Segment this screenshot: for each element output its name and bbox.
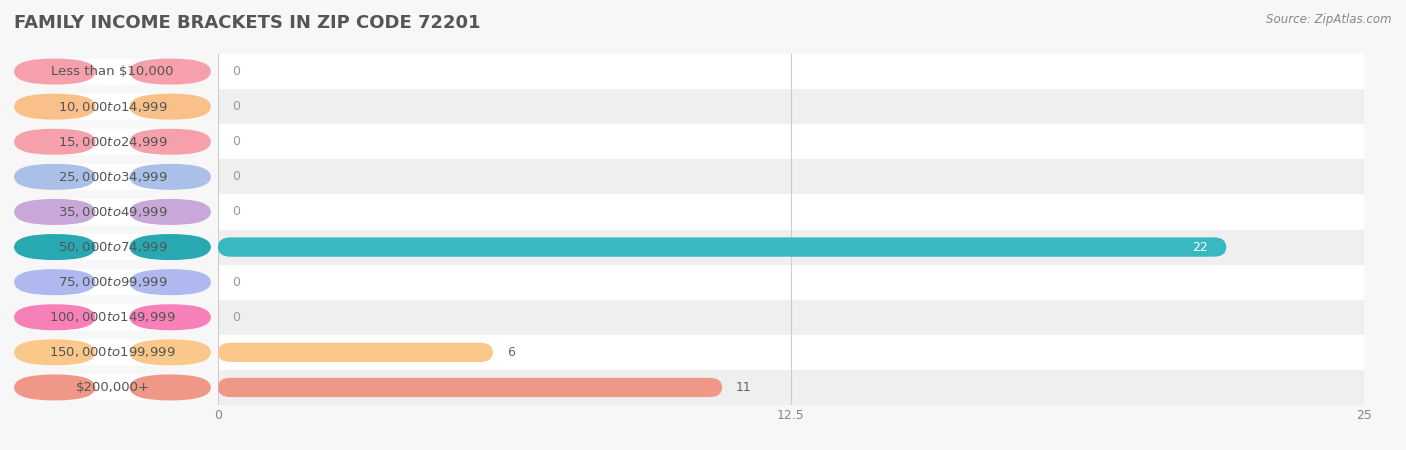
Text: 0: 0 <box>232 276 239 288</box>
Bar <box>218 89 1364 124</box>
Bar <box>218 159 1364 194</box>
Text: 11: 11 <box>735 381 752 394</box>
Text: FAMILY INCOME BRACKETS IN ZIP CODE 72201: FAMILY INCOME BRACKETS IN ZIP CODE 72201 <box>14 14 481 32</box>
Text: Source: ZipAtlas.com: Source: ZipAtlas.com <box>1267 14 1392 27</box>
Text: $100,000 to $149,999: $100,000 to $149,999 <box>49 310 176 324</box>
Text: $75,000 to $99,999: $75,000 to $99,999 <box>58 275 167 289</box>
Bar <box>218 124 1364 159</box>
Bar <box>218 265 1364 300</box>
Text: Less than $10,000: Less than $10,000 <box>51 65 174 78</box>
Text: 0: 0 <box>232 311 239 324</box>
Text: $35,000 to $49,999: $35,000 to $49,999 <box>58 205 167 219</box>
Text: $150,000 to $199,999: $150,000 to $199,999 <box>49 345 176 360</box>
Text: $25,000 to $34,999: $25,000 to $34,999 <box>58 170 167 184</box>
Bar <box>218 335 1364 370</box>
Text: 0: 0 <box>232 65 239 78</box>
Text: $200,000+: $200,000+ <box>76 381 149 394</box>
Bar <box>218 300 1364 335</box>
FancyBboxPatch shape <box>218 343 494 362</box>
Text: 22: 22 <box>1192 241 1208 253</box>
Text: $15,000 to $24,999: $15,000 to $24,999 <box>58 135 167 149</box>
Text: $10,000 to $14,999: $10,000 to $14,999 <box>58 99 167 114</box>
Bar <box>218 230 1364 265</box>
Text: 6: 6 <box>506 346 515 359</box>
Bar <box>218 194 1364 230</box>
FancyBboxPatch shape <box>218 378 723 397</box>
Text: 0: 0 <box>232 135 239 148</box>
Bar <box>218 54 1364 89</box>
Text: 0: 0 <box>232 171 239 183</box>
Text: 0: 0 <box>232 206 239 218</box>
FancyBboxPatch shape <box>218 238 1226 256</box>
Bar <box>218 370 1364 405</box>
Text: 0: 0 <box>232 100 239 113</box>
Text: $50,000 to $74,999: $50,000 to $74,999 <box>58 240 167 254</box>
